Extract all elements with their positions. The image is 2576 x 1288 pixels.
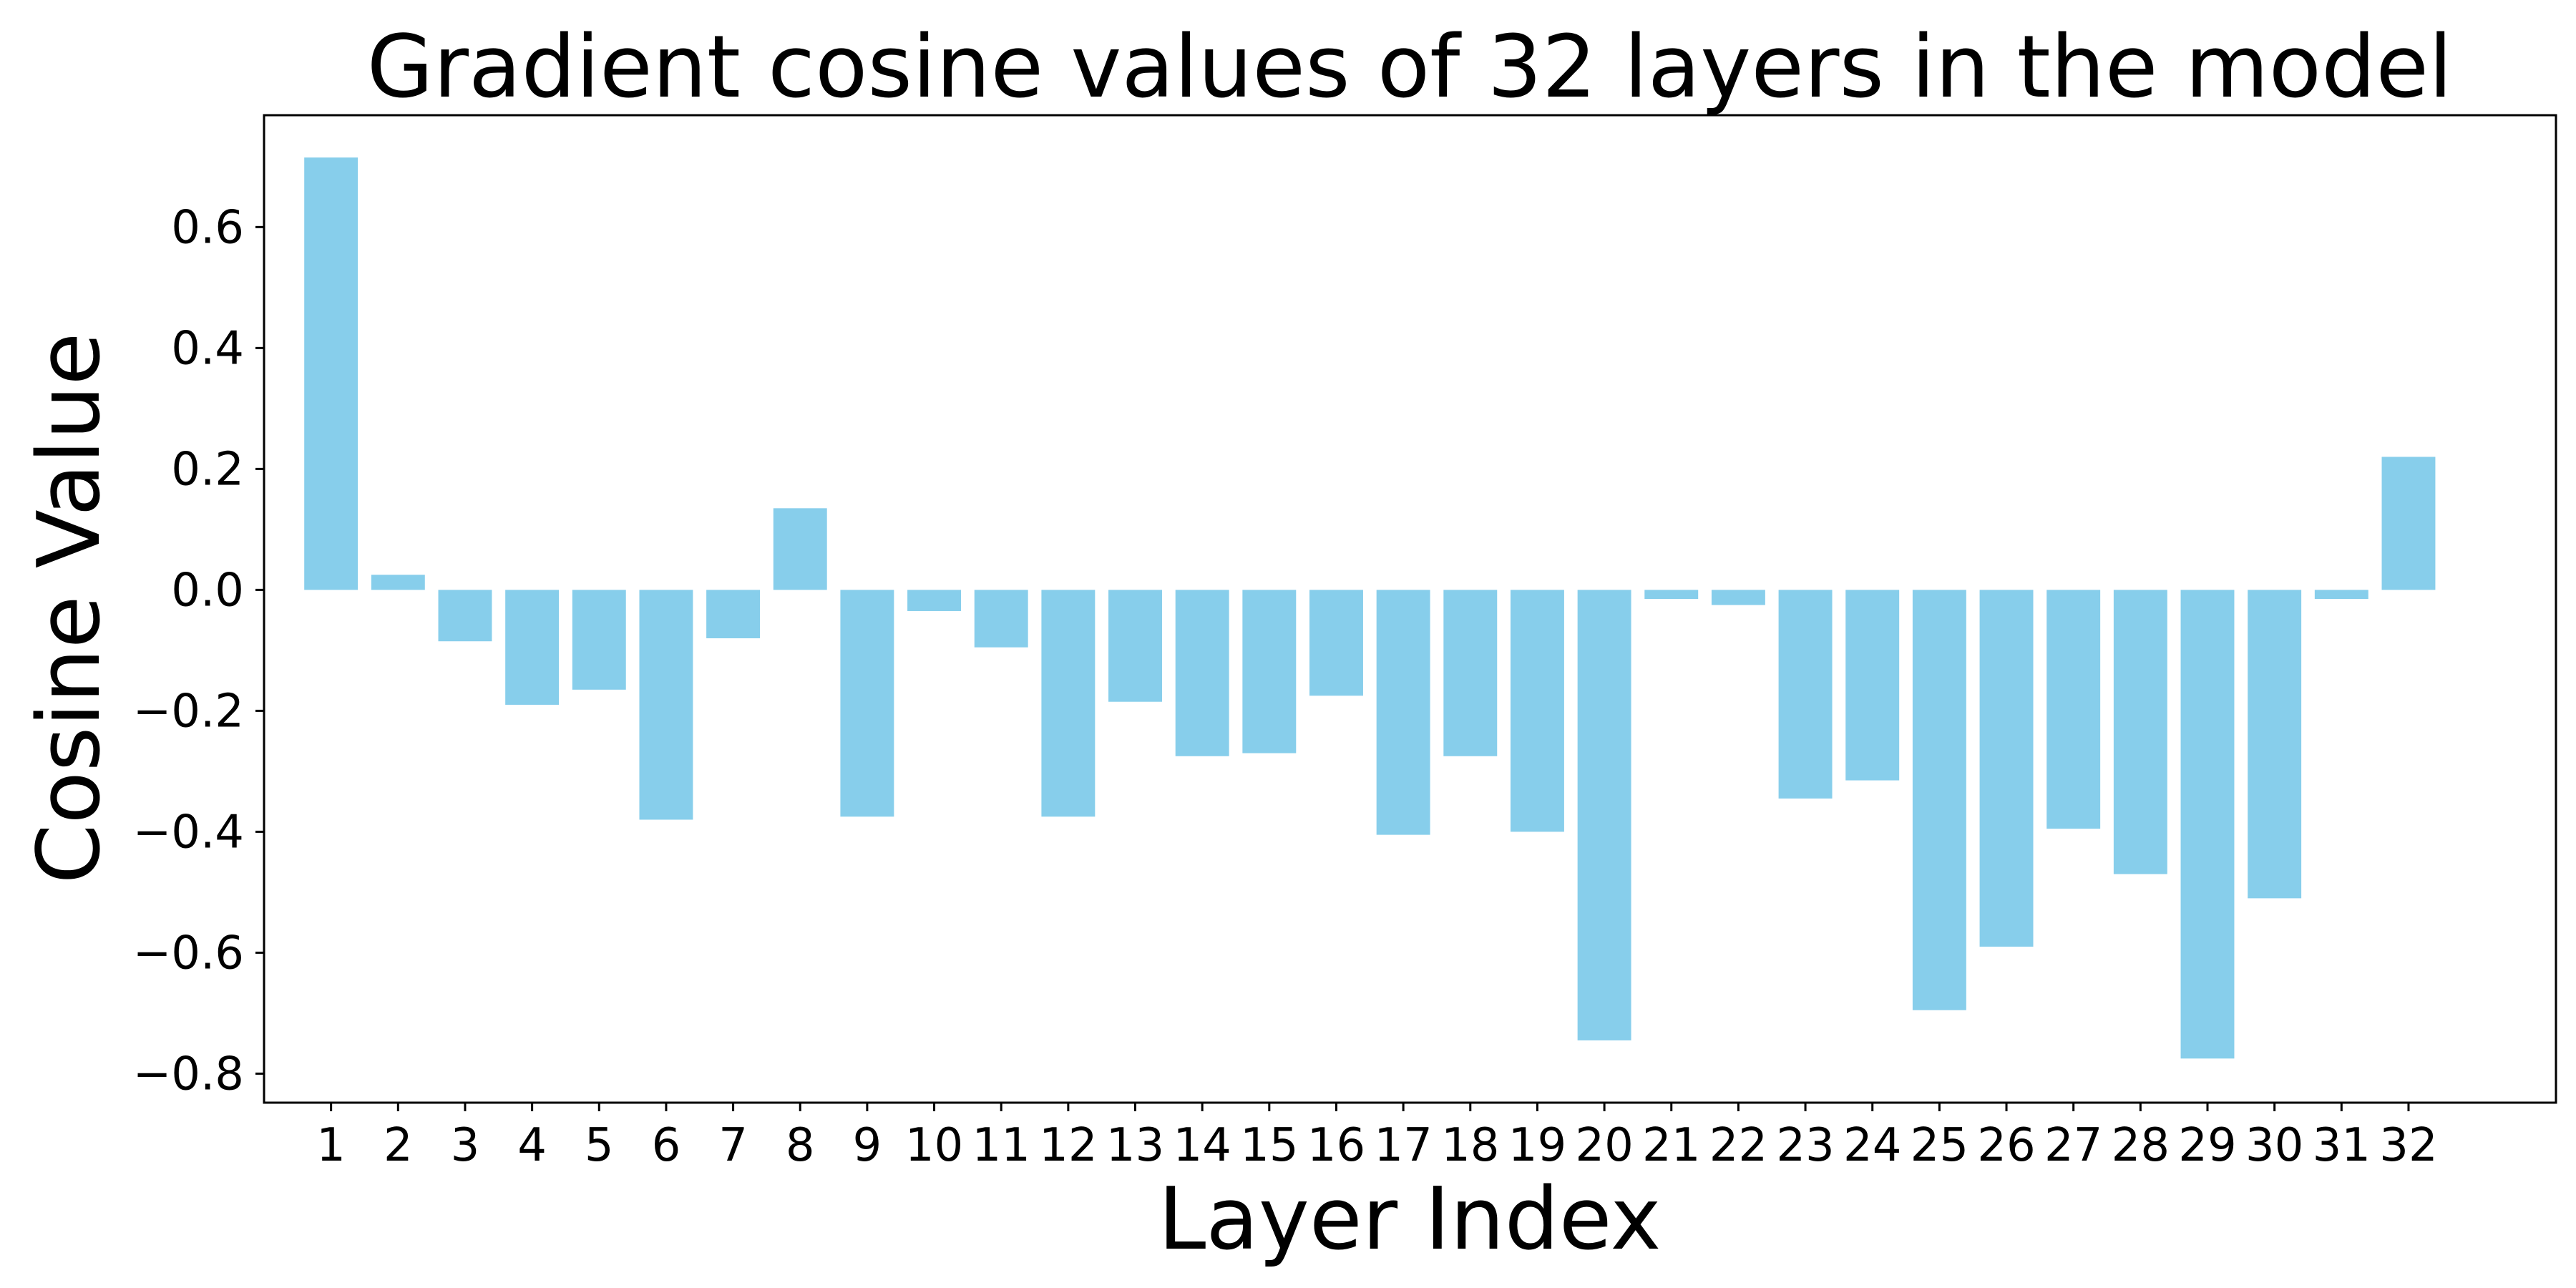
y-axis-label: Cosine Value — [20, 333, 119, 884]
x-tick-label: 17 — [1374, 1119, 1432, 1172]
bar-layer-29 — [2180, 590, 2235, 1059]
y-tick-label: −0.4 — [133, 806, 244, 859]
chart-title: Gradient cosine values of 32 layers in t… — [367, 18, 2453, 117]
x-tick-label: 11 — [972, 1119, 1030, 1172]
x-tick-label: 23 — [1776, 1119, 1834, 1172]
bar-layer-8 — [773, 508, 827, 590]
bar-layer-30 — [2248, 590, 2302, 899]
x-tick-label: 29 — [2178, 1119, 2236, 1172]
x-tick-label: 25 — [1911, 1119, 1968, 1172]
x-axis-label: Layer Index — [1158, 1170, 1661, 1269]
bar-layer-2 — [371, 575, 425, 590]
bar-layer-16 — [1309, 590, 1363, 696]
y-tick-label: 0.2 — [171, 443, 244, 496]
bar-layer-4 — [505, 590, 560, 705]
bar-layer-1 — [304, 157, 358, 590]
x-tick-label: 32 — [2379, 1119, 2437, 1172]
plot-frame — [263, 114, 2557, 1104]
x-tick-label: 27 — [2044, 1119, 2102, 1172]
x-tick-label: 2 — [384, 1119, 413, 1172]
bar-layer-10 — [907, 590, 962, 611]
bar-layer-14 — [1175, 590, 1229, 756]
x-tick-label: 10 — [905, 1119, 963, 1172]
y-tick-label: 0.0 — [171, 564, 244, 617]
x-tick-label: 31 — [2313, 1119, 2371, 1172]
x-tick-label: 15 — [1240, 1119, 1298, 1172]
x-tick-label: 5 — [585, 1119, 614, 1172]
bar-layer-11 — [974, 590, 1028, 648]
x-tick-label: 7 — [718, 1119, 748, 1172]
x-tick-label: 26 — [1977, 1119, 2035, 1172]
bar-layer-32 — [2381, 457, 2436, 590]
x-tick-label: 12 — [1039, 1119, 1097, 1172]
bar-layer-26 — [1979, 590, 2034, 947]
x-tick-label: 8 — [786, 1119, 815, 1172]
bar-layer-12 — [1041, 590, 1096, 817]
bar-layer-18 — [1443, 590, 1498, 756]
bar-layer-28 — [2113, 590, 2167, 874]
x-tick-label: 6 — [652, 1119, 681, 1172]
y-tick-label: 0.6 — [171, 201, 244, 254]
x-tick-label: 28 — [2112, 1119, 2170, 1172]
x-tick-label: 3 — [451, 1119, 480, 1172]
x-tick-label: 16 — [1307, 1119, 1365, 1172]
x-tick-label: 1 — [316, 1119, 346, 1172]
x-tick-label: 24 — [1843, 1119, 1901, 1172]
y-tick-label: −0.8 — [133, 1048, 244, 1101]
bar-layer-25 — [1912, 590, 1966, 1010]
bar-layer-23 — [1778, 590, 1833, 799]
x-tick-label: 4 — [517, 1119, 547, 1172]
bar-layer-27 — [2046, 590, 2101, 829]
bar-layer-19 — [1510, 590, 1564, 832]
x-tick-label: 22 — [1709, 1119, 1767, 1172]
x-tick-label: 13 — [1106, 1119, 1164, 1172]
x-tick-label: 30 — [2245, 1119, 2303, 1172]
bars-layer — [304, 157, 2436, 1059]
y-tick-label: −0.2 — [133, 685, 244, 738]
bar-layer-21 — [1644, 590, 1699, 600]
bar-layer-31 — [2314, 590, 2368, 600]
bar-layer-3 — [438, 590, 492, 642]
x-tick-label: 20 — [1575, 1119, 1633, 1172]
bar-layer-15 — [1242, 590, 1297, 753]
x-tick-label: 19 — [1508, 1119, 1566, 1172]
x-tick-label: 18 — [1441, 1119, 1499, 1172]
y-tick-label: 0.4 — [171, 322, 244, 375]
bar-layer-9 — [840, 590, 894, 817]
y-tick-label: −0.6 — [133, 927, 244, 980]
bar-layer-5 — [572, 590, 626, 690]
y-axis-ticks: −0.8 −0.6 −0.4 −0.2 0.0 0.2 0.4 0.6 — [133, 201, 264, 1101]
bar-layer-13 — [1108, 590, 1162, 702]
bar-layer-17 — [1376, 590, 1430, 835]
bar-layer-7 — [706, 590, 761, 638]
x-tick-label: 14 — [1173, 1119, 1231, 1172]
x-axis-ticks: 1 2 3 4 5 6 7 8 9 10 11 12 13 14 15 16 17 18 19 20 21 22 23 24 2… — [316, 1103, 2438, 1172]
x-tick-label: 9 — [853, 1119, 882, 1172]
bar-layer-6 — [639, 590, 693, 820]
bar-layer-22 — [1711, 590, 1765, 605]
bar-layer-24 — [1845, 590, 1900, 781]
x-tick-label: 21 — [1642, 1119, 1700, 1172]
bar-layer-20 — [1577, 590, 1631, 1040]
